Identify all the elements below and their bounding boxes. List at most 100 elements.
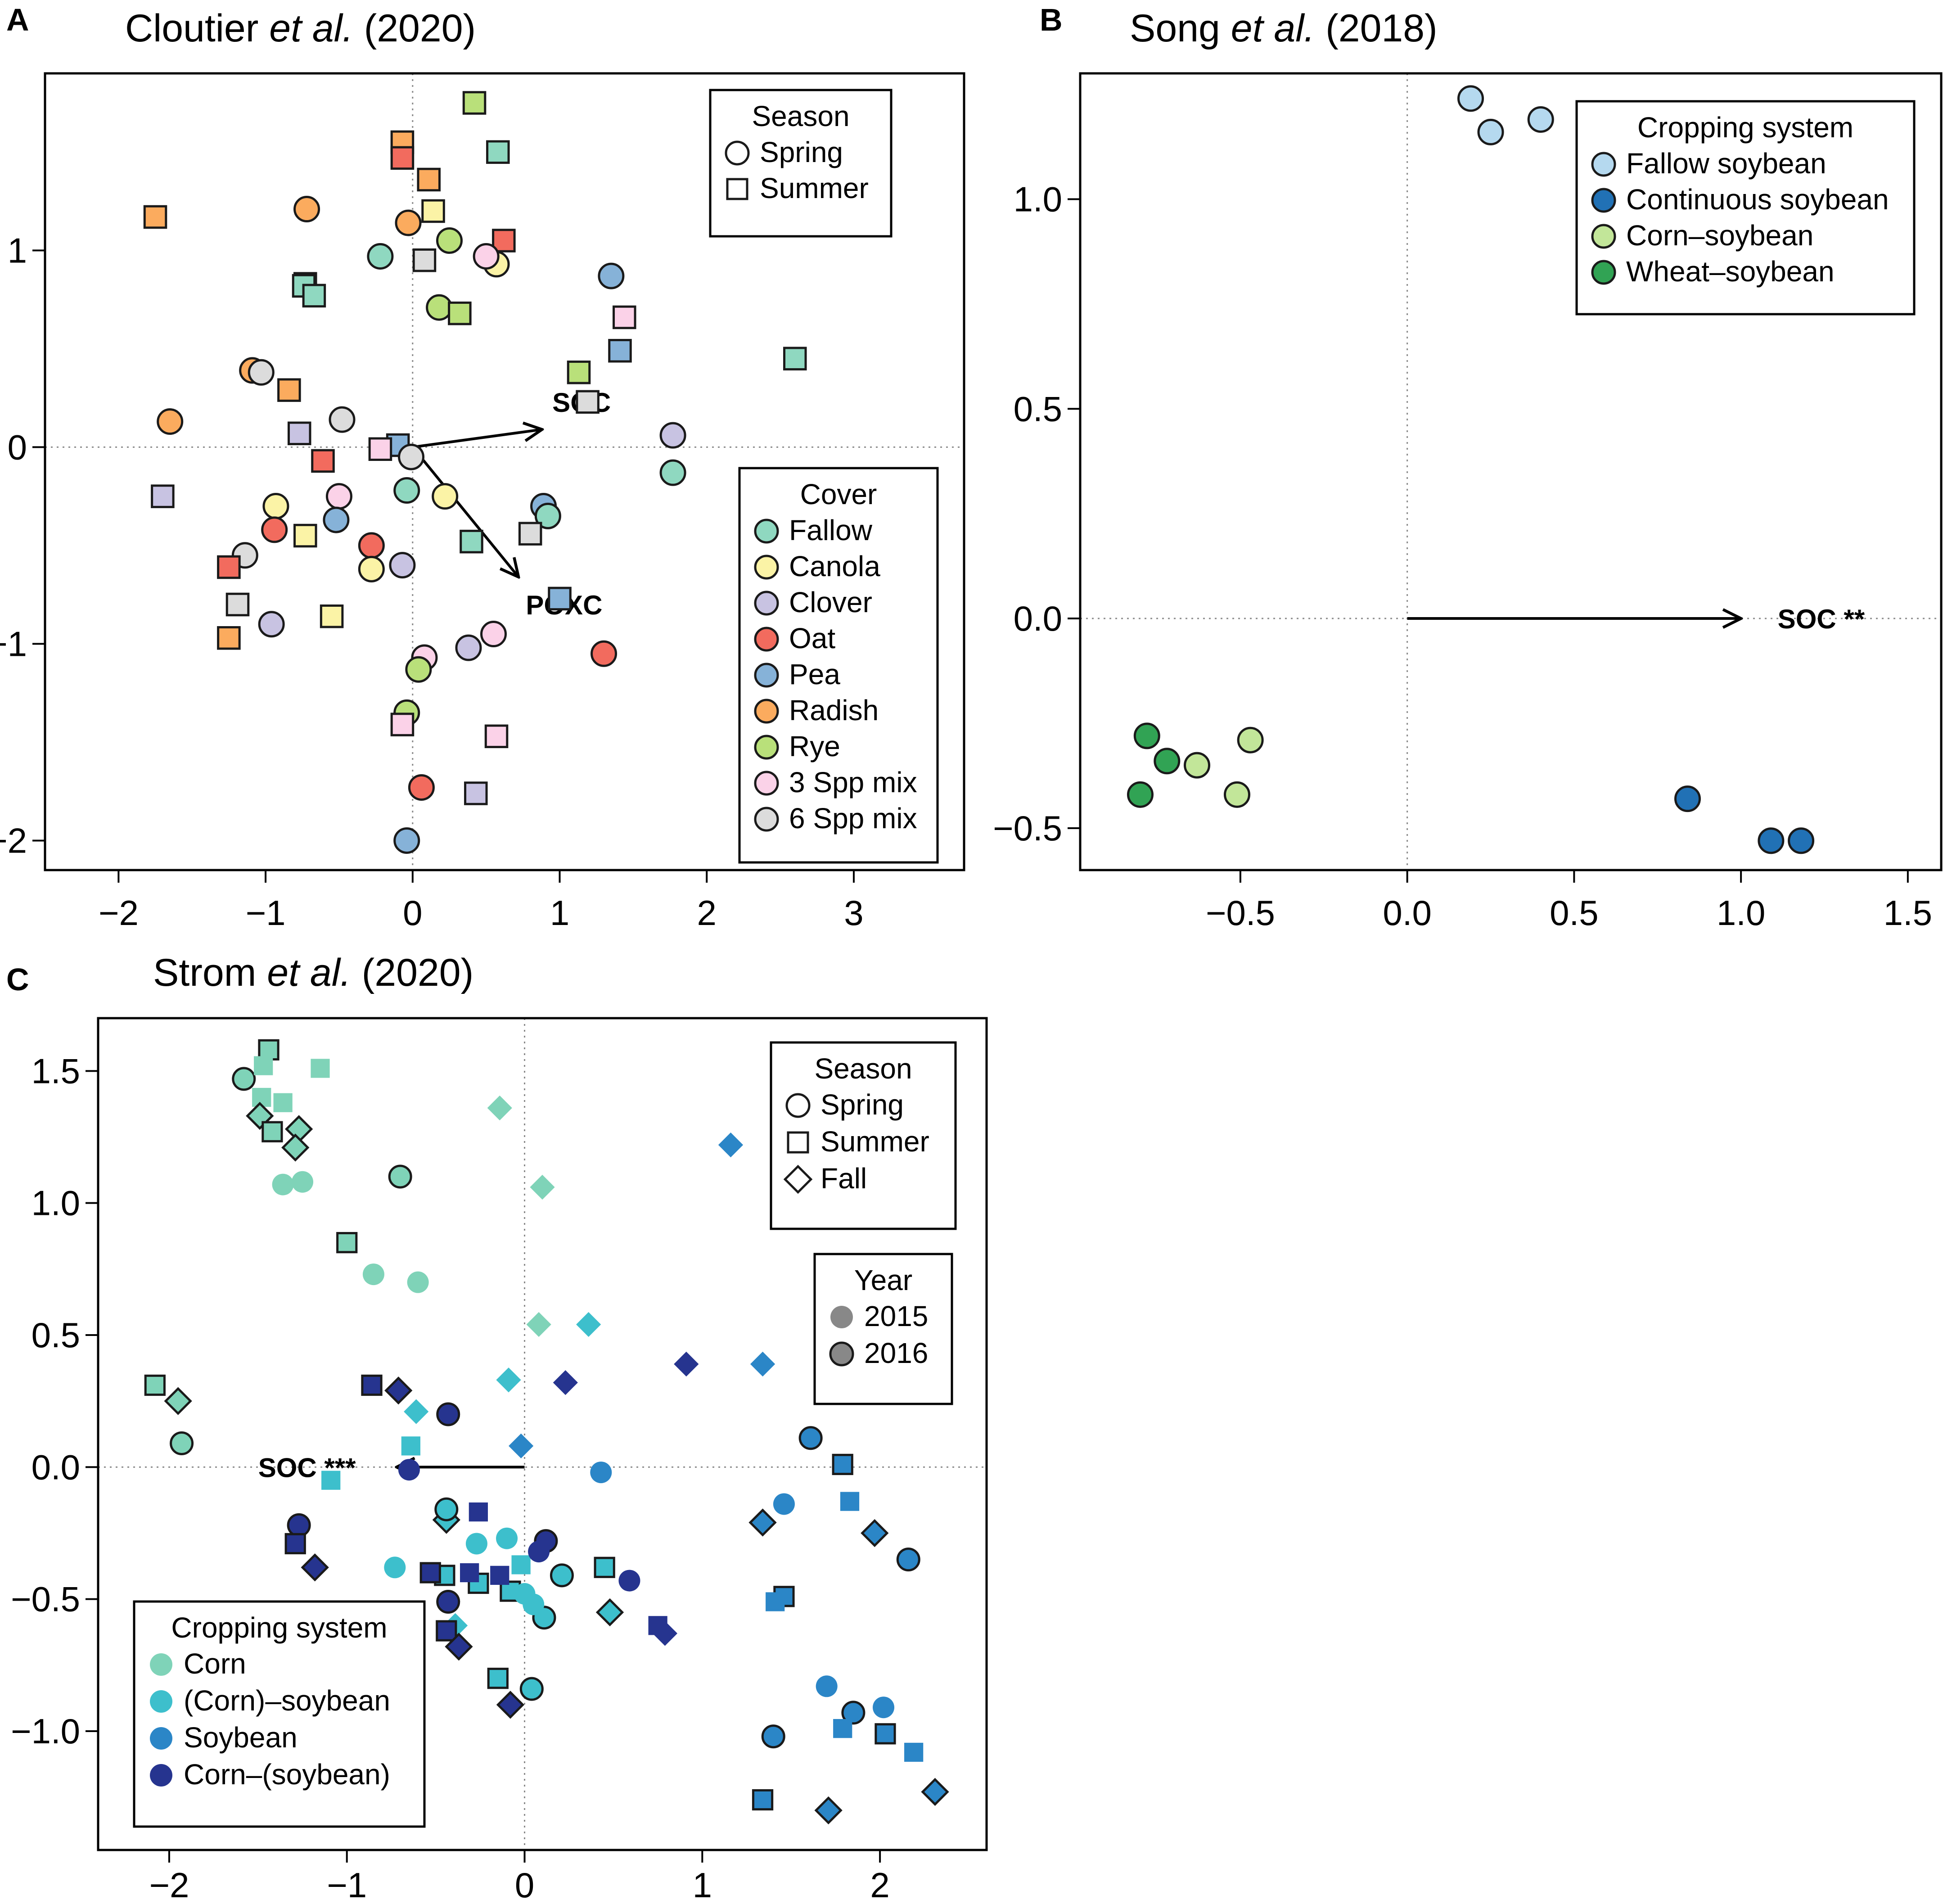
panel-c-data-point xyxy=(436,1620,457,1642)
panel-a-data-point xyxy=(417,167,441,192)
panel-letter-c: C xyxy=(6,962,29,997)
legend-swatch xyxy=(754,699,779,724)
legend-label: Corn xyxy=(184,1647,246,1680)
panel-c-data-point xyxy=(761,1724,785,1749)
panel-c-x-tick-label: −1 xyxy=(327,1865,367,1904)
panel-c-vector-label: SOC *** xyxy=(258,1453,356,1483)
panel-b-y-tick-label: 1.0 xyxy=(1014,179,1062,219)
panel-c-data-point xyxy=(590,1462,612,1484)
panel-a-data-point xyxy=(367,243,394,270)
panel-a-data-point xyxy=(393,827,420,854)
legend-label: Oat xyxy=(789,622,835,654)
panel-a-data-point xyxy=(783,347,807,370)
panel-c-data-point xyxy=(553,1370,578,1395)
panel-a-data-point xyxy=(293,196,320,223)
legend-title: Cover xyxy=(800,478,877,510)
panel-a-vector-arrow xyxy=(411,446,518,577)
panel-c-data-point xyxy=(833,1719,852,1738)
panel-c-data-point xyxy=(144,1374,166,1396)
panel-b-data-point xyxy=(1133,722,1160,749)
legend-title: Cropping system xyxy=(1637,111,1853,144)
panel-c-data-point xyxy=(284,1533,306,1555)
panel-c-data-point xyxy=(436,1402,460,1426)
panel-a-data-point xyxy=(329,406,356,433)
legend-swatch xyxy=(830,1306,853,1328)
panel-a-data-point xyxy=(473,243,500,270)
panel-a-data-point xyxy=(323,506,350,533)
panel-c-data-point xyxy=(404,1399,429,1424)
legend-label: 6 Spp mix xyxy=(789,802,917,835)
legend-label: Canola xyxy=(789,550,880,582)
panel-a-x-tick-label: −2 xyxy=(99,893,139,933)
panel-c-data-point xyxy=(526,1312,551,1337)
panel-b-y-tick-label: 0.5 xyxy=(1014,389,1062,429)
panel-b-x-tick-label: 0.5 xyxy=(1550,893,1598,933)
panel-a-data-point xyxy=(393,477,420,504)
legend-swatch xyxy=(785,1093,811,1118)
panel-b-title: Song et al. (2018) xyxy=(1130,7,1438,50)
panel-b-x-tick-label: 1.0 xyxy=(1717,893,1765,933)
panel-c-data-point xyxy=(896,1548,920,1572)
panel-c-data-point xyxy=(861,1519,889,1548)
legend-swatch xyxy=(150,1727,172,1750)
panel-a-data-point xyxy=(217,555,241,579)
panel-b-vector-label: SOC ** xyxy=(1778,604,1865,634)
panel-c-data-point xyxy=(766,1592,785,1611)
panel-c-data-point xyxy=(401,1436,420,1456)
panel-a-title: Cloutier et al. (2020) xyxy=(125,7,476,50)
panel-c-data-point xyxy=(336,1232,358,1254)
panel-c-data-point xyxy=(523,1593,545,1615)
legend-swatch xyxy=(754,807,779,832)
panel-c-data-point xyxy=(750,1351,775,1377)
panel-c-x-tick-label: 1 xyxy=(693,1865,712,1904)
legend-label: Fallow xyxy=(789,514,873,546)
panel-a-data-point xyxy=(390,713,415,736)
panel-a-data-point xyxy=(462,91,487,115)
panel-a-data-point xyxy=(480,621,507,648)
panel-a-data-point xyxy=(464,781,488,805)
panel-b-x-tick-label: −0.5 xyxy=(1206,893,1275,933)
panel-a-data-point xyxy=(398,443,425,470)
panel-c-data-point xyxy=(232,1067,256,1091)
panel-a-data-point xyxy=(325,483,352,510)
panel-c-data-point xyxy=(921,1778,949,1806)
panel-c-data-point xyxy=(840,1492,860,1511)
panel-c-data-point xyxy=(816,1675,838,1697)
panel-a-data-point xyxy=(426,294,453,321)
panel-b-data-point xyxy=(1788,827,1815,854)
panel-c-plot-frame xyxy=(97,1017,988,1851)
panel-c-y-tick-label: 1.5 xyxy=(32,1051,80,1091)
panel-c-data-point xyxy=(496,1367,521,1393)
panel-c-plot: −2 −1 0 1 2 −1.0 −0.5 0.0 0.5 1.0 1.5 SOC *** Season… xyxy=(11,1017,988,1904)
panel-c-data-point xyxy=(311,1059,330,1078)
panel-c-data-point xyxy=(487,1668,509,1689)
legend-swatch xyxy=(754,519,779,544)
panel-c-data-point xyxy=(595,1598,624,1627)
panel-c-data-point xyxy=(652,1621,678,1646)
panel-a-plot: −2−10123−2−101SOCPOXCSeasonSpringSummerC… xyxy=(0,72,965,933)
panel-c-data-point xyxy=(398,1459,420,1481)
legend-label: Soybean xyxy=(184,1721,298,1754)
legend-swatch xyxy=(829,1341,854,1367)
panel-c-data-point xyxy=(362,1263,384,1286)
legend-swatch xyxy=(1591,260,1616,285)
panel-a-x-tick-label: 2 xyxy=(697,893,717,933)
panel-c-data-point xyxy=(773,1493,795,1515)
panel-a-y-tick-label: 0 xyxy=(8,427,27,467)
panel-c-data-point xyxy=(487,1095,512,1121)
panel-b-data-point xyxy=(1154,748,1181,775)
panel-a-data-point xyxy=(261,516,288,543)
panel-b-data-point xyxy=(1127,781,1154,808)
legend-swatch xyxy=(1591,224,1616,249)
panel-a-data-point xyxy=(262,492,289,519)
panel-letter-a: A xyxy=(6,2,29,37)
panel-c-data-point xyxy=(752,1789,774,1811)
panel-c-data-point xyxy=(550,1563,574,1588)
panel-c-data-point xyxy=(530,1174,555,1200)
panel-b-data-point xyxy=(1527,106,1554,133)
legend-label: Corn–soybean xyxy=(1626,219,1813,252)
panel-c-legend-year: Year 2015 2016 xyxy=(813,1253,953,1405)
